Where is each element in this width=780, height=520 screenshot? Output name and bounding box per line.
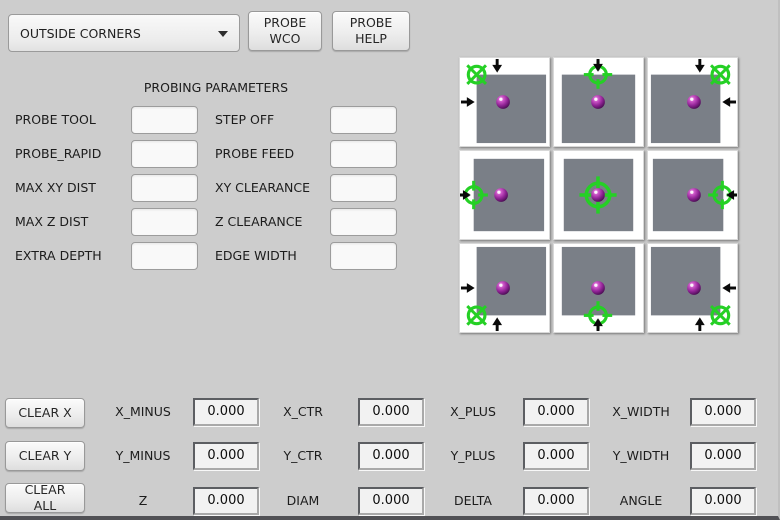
probe-direction-arrow-up-icon (492, 317, 503, 332)
y-width-label: Y_WIDTH (612, 448, 670, 463)
probe-ball-icon (496, 95, 510, 109)
probe-help-button-line1: PROBE (349, 14, 393, 30)
probe-tile-bottom-left (459, 243, 550, 333)
probe-rapid-label: PROBE_RAPID (15, 146, 102, 161)
clear-all-button[interactable]: CLEAR ALL (5, 482, 85, 513)
x-minus-field: 0.000 (193, 398, 259, 426)
delta-field: 0.000 (523, 487, 589, 515)
diam-label: DIAM (286, 493, 320, 508)
xy-clearance-label: XY CLEARANCE (215, 180, 311, 195)
probe-position-image (459, 57, 738, 333)
z-clearance-label: Z CLEARANCE (215, 214, 303, 229)
x-width-label: X_WIDTH (612, 404, 670, 419)
y-minus-label: Y_MINUS (115, 448, 171, 463)
probe-direction-arrow-up-icon (694, 317, 705, 332)
target-crosshair-icon (579, 176, 617, 214)
probe-direction-arrow-left-icon (722, 97, 737, 107)
target-crosshair-icon (710, 305, 731, 326)
probe-tile-top-left (459, 57, 550, 147)
z-field: 0.000 (193, 487, 259, 515)
probe-tool-entry[interactable] (131, 106, 198, 134)
x-ctr-field: 0.000 (358, 398, 424, 426)
probe-tile-bottom-center (553, 243, 644, 333)
probe-tile-middle-right (647, 150, 738, 240)
extra-depth-entry[interactable] (131, 242, 198, 270)
probe-ball-icon (687, 281, 701, 295)
probe-help-button[interactable]: PROBE HELP (332, 11, 410, 51)
diam-field: 0.000 (358, 487, 424, 515)
max-xy-dist-label: MAX XY DIST (15, 180, 96, 195)
edge-width-entry[interactable] (330, 242, 397, 270)
probe-wco-button[interactable]: PROBE WCO (248, 11, 322, 51)
probe-direction-arrow-left-icon (726, 190, 737, 200)
probe-direction-arrow-down-icon (694, 58, 705, 73)
probe-direction-arrow-down-icon (492, 58, 503, 73)
probe-feed-entry[interactable] (330, 140, 397, 168)
probe-direction-arrow-right-icon (460, 283, 475, 293)
y-width-field: 0.000 (690, 442, 756, 470)
x-minus-label: X_MINUS (115, 404, 171, 419)
z-clearance-entry[interactable] (330, 208, 397, 236)
probe-direction-arrow-right-icon (460, 190, 471, 200)
y-plus-label: Y_PLUS (450, 448, 496, 463)
probe-ball-icon (591, 95, 605, 109)
probe-rapid-entry[interactable] (131, 140, 198, 168)
probe-mode-select[interactable]: OUTSIDE CORNERS (8, 14, 240, 52)
workpiece-square (650, 246, 721, 316)
angle-label: ANGLE (619, 493, 663, 508)
probe-wco-button-line2: WCO (269, 31, 301, 46)
edge-width-label: EDGE WIDTH (215, 248, 297, 263)
y-ctr-label: Y_CTR (283, 448, 323, 463)
clear-y-button[interactable]: CLEAR Y (5, 441, 85, 471)
z-label: Z (138, 493, 148, 508)
workpiece-square (476, 246, 547, 316)
probe-ball-icon (687, 95, 701, 109)
workpiece-square (476, 74, 547, 144)
probe-tile-top-right (647, 57, 738, 147)
probing-parameters-title: PROBING PARAMETERS (143, 80, 289, 95)
xy-clearance-entry[interactable] (330, 174, 397, 202)
target-crosshair-icon (466, 64, 487, 85)
x-plus-label: X_PLUS (450, 404, 496, 419)
x-ctr-label: X_CTR (283, 404, 323, 419)
probe-tile-middle-left (459, 150, 550, 240)
probe-wco-button-line1: PROBE (263, 14, 307, 30)
probe-ball-icon (591, 281, 605, 295)
step-off-entry[interactable] (330, 106, 397, 134)
workpiece-square (650, 74, 721, 144)
probe-help-button-line2: HELP (355, 31, 387, 46)
probe-direction-arrow-up-icon (593, 318, 603, 332)
probe-tile-bottom-right (647, 243, 738, 333)
target-crosshair-icon (466, 305, 487, 326)
probe-tile-center (553, 150, 644, 240)
max-z-dist-label: MAX Z DIST (15, 214, 89, 229)
probe-tool-label: PROBE TOOL (15, 112, 96, 127)
probe-ball-icon (494, 188, 508, 202)
extra-depth-label: EXTRA DEPTH (15, 248, 102, 263)
y-minus-field: 0.000 (193, 442, 259, 470)
angle-field: 0.000 (690, 487, 756, 515)
x-width-field: 0.000 (690, 398, 756, 426)
max-xy-dist-entry[interactable] (131, 174, 198, 202)
x-plus-field: 0.000 (523, 398, 589, 426)
clear-x-button[interactable]: CLEAR X (5, 398, 85, 428)
max-z-dist-entry[interactable] (131, 208, 198, 236)
step-off-label: STEP OFF (215, 112, 275, 127)
y-plus-field: 0.000 (523, 442, 589, 470)
probe-tile-top-center (553, 57, 644, 147)
target-crosshair-icon (710, 64, 731, 85)
delta-label: DELTA (454, 493, 492, 508)
y-ctr-field: 0.000 (358, 442, 424, 470)
chevron-down-icon (218, 31, 228, 37)
probe-feed-label: PROBE FEED (215, 146, 295, 161)
probe-ball-icon (496, 281, 510, 295)
probe-mode-selected-value: OUTSIDE CORNERS (20, 25, 141, 41)
probe-ball-icon (687, 188, 701, 202)
probe-direction-arrow-right-icon (460, 97, 475, 107)
probe-direction-arrow-left-icon (722, 283, 737, 293)
probe-direction-arrow-down-icon (593, 58, 603, 72)
probe-ball-icon (591, 188, 605, 202)
